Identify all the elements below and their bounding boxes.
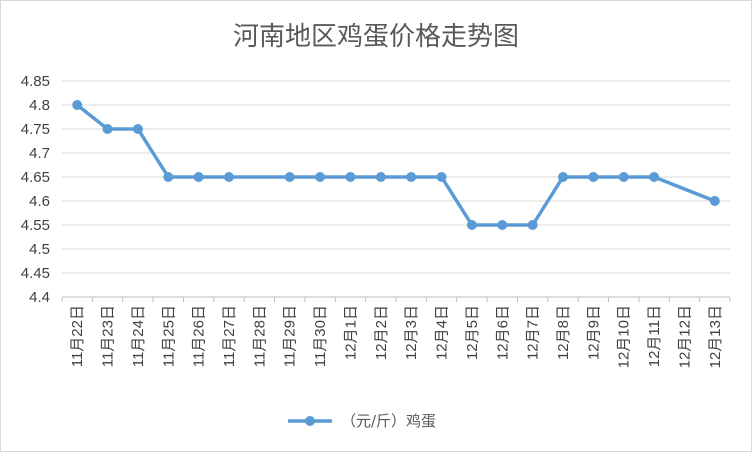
- x-tick-label: 11月24日: [130, 305, 147, 367]
- data-point: [224, 172, 234, 182]
- data-point: [102, 124, 113, 134]
- data-point: [618, 172, 629, 182]
- data-point: [315, 172, 326, 182]
- x-tick-label: 12月8日: [555, 305, 572, 360]
- y-tick-label: 4.55: [21, 217, 50, 234]
- legend-label: （元/斤）鸡蛋: [341, 412, 436, 430]
- data-point: [406, 172, 417, 182]
- data-point: [375, 172, 386, 182]
- data-point: [72, 100, 83, 110]
- data-point: [558, 172, 568, 182]
- series-line-segment: [530, 175, 565, 227]
- x-tick-label: 12月10日: [616, 305, 633, 368]
- x-tick-label: 12月1日: [342, 305, 359, 360]
- legend-marker: [305, 416, 315, 426]
- y-tick-label: 4.75: [21, 121, 50, 138]
- x-tick-label: 12月3日: [403, 305, 420, 360]
- y-tick-label: 4.6: [29, 193, 50, 210]
- data-point: [193, 172, 204, 182]
- data-point: [284, 172, 295, 182]
- series-line-segment: [75, 103, 110, 131]
- x-tick-label: 12月4日: [434, 305, 451, 360]
- y-axis-labels: 4.4 4.45 4.5 4.55 4.6 4.65 4.7 4.75 4.8 4.85: [21, 73, 50, 306]
- x-tick-label: 12月7日: [525, 305, 542, 360]
- y-tick-label: 4.8: [29, 97, 50, 114]
- data-point: [132, 124, 143, 134]
- x-axis: [61, 296, 731, 302]
- y-tick-label: 4.5: [29, 241, 50, 258]
- x-tick-label: 12月12日: [676, 305, 693, 368]
- x-tick-label: 12月9日: [585, 305, 602, 360]
- x-tick-label: 11月27日: [221, 305, 238, 367]
- x-tick-label: 11月28日: [251, 305, 268, 367]
- legend: （元/斤）鸡蛋: [288, 412, 436, 430]
- x-tick-label: 11月25日: [160, 305, 177, 367]
- x-tick-label: 11月23日: [100, 305, 117, 367]
- data-point: [649, 172, 660, 182]
- data-point: [527, 220, 538, 230]
- x-tick-label: 11月26日: [191, 305, 208, 367]
- x-tick-label: 11月29日: [282, 305, 299, 367]
- chart-title: 河南地区鸡蛋价格走势图: [233, 22, 519, 52]
- y-tick-label: 4.45: [21, 265, 50, 282]
- x-tick-label: 12月6日: [494, 305, 511, 360]
- series-line-segment: [439, 175, 474, 227]
- y-tick-label: 4.7: [29, 145, 50, 162]
- x-tick-label: 12月13日: [707, 305, 724, 368]
- x-tick-label: 12月11日: [646, 305, 663, 367]
- x-tick-label: 12月2日: [373, 305, 390, 360]
- y-tick-label: 4.4: [29, 289, 50, 306]
- x-axis-labels: 11月22日 11月23日 11月24日 11月25日 11月26日 11月27日 11月2…: [69, 305, 724, 368]
- data-point: [345, 172, 356, 182]
- data-point: [163, 172, 174, 182]
- series-line-segment: [136, 127, 171, 179]
- x-tick-label: 11月22日: [69, 305, 86, 367]
- series-layer: [72, 100, 720, 230]
- data-point: [436, 172, 447, 182]
- data-point: [497, 220, 508, 230]
- data-point: [709, 196, 720, 206]
- series-line-segment: [652, 175, 717, 203]
- y-tick-label: 4.85: [21, 73, 50, 90]
- y-tick-label: 4.65: [21, 169, 50, 186]
- data-point: [588, 172, 599, 182]
- x-tick-label: 12月5日: [464, 305, 481, 360]
- x-tick-label: 11月30日: [312, 305, 329, 367]
- data-point: [466, 220, 477, 230]
